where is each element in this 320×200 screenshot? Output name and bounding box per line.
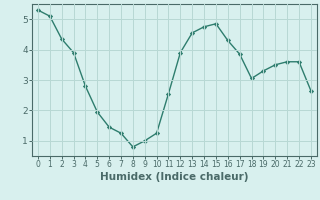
X-axis label: Humidex (Indice chaleur): Humidex (Indice chaleur): [100, 172, 249, 182]
